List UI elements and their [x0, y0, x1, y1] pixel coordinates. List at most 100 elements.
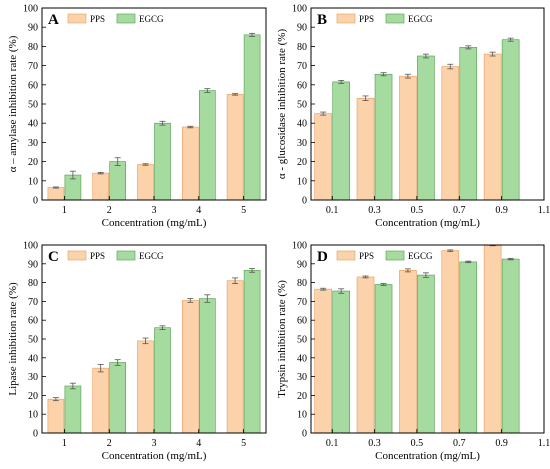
bar-egcg-0: [64, 385, 82, 434]
bar-pps-4: [226, 280, 244, 434]
bar-egcg-4: [501, 39, 520, 201]
x-tick-label: 3: [152, 205, 157, 216]
legend-swatch-egcg: [116, 250, 136, 261]
y-tick-label: 80: [28, 42, 38, 53]
legend-label-egcg: EGCG: [139, 251, 164, 261]
error-bar-pps-3: [447, 63, 454, 70]
y-tick-label: 50: [28, 335, 38, 346]
error-bar-pps-4: [232, 93, 239, 96]
y-tick-label: 90: [28, 259, 38, 270]
error-bar-egcg-2: [159, 325, 166, 331]
y-tick-label: 70: [297, 297, 307, 308]
panel-label: A: [48, 12, 59, 28]
error-bar-pps-1: [97, 363, 104, 373]
bar-egcg-1: [109, 161, 126, 201]
legend-swatch-pps: [336, 13, 356, 24]
chart-panel-a: 0 10 20 30 40 50 60 70 80 90 100 1 2 3 4 5 Concentration…: [7, 4, 267, 229]
x-tick-label: 0.7: [453, 205, 466, 216]
bar-egcg-0: [332, 81, 350, 201]
y-axis-label: α – amylase inhibition rate (%): [7, 35, 19, 172]
error-bar-pps-0: [52, 186, 59, 189]
error-bar-egcg-4: [249, 268, 256, 273]
x-tick-label: 2: [107, 438, 112, 449]
bar-pps-1: [92, 172, 109, 201]
bar-pps-1: [92, 367, 109, 434]
panel-label: D: [317, 249, 328, 265]
y-tick-label: 30: [28, 138, 38, 149]
y-tick-label: 80: [297, 278, 307, 289]
y-axis-label: Lipase inhibition rate (%): [7, 282, 19, 396]
y-tick-label: 0: [302, 429, 307, 440]
x-tick-label: 1.1: [538, 438, 550, 449]
chart-panel-d: 0 10 20 30 40 50 60 70 80 90 100 0.1 0.3 0.5 0.7 0.9 1.1…: [276, 241, 550, 463]
bar-pps-3: [441, 66, 460, 201]
y-tick-label: 20: [297, 157, 307, 168]
y-tick-label: 60: [28, 80, 38, 91]
panel-label: B: [317, 12, 327, 28]
y-tick-label: 10: [297, 410, 307, 421]
y-tick-label: 60: [28, 316, 38, 327]
bar-pps-0: [47, 398, 65, 434]
legend-label-pps: PPS: [359, 251, 374, 261]
error-bar-egcg-2: [159, 120, 166, 126]
bar-egcg-2: [154, 327, 171, 434]
chart-panel-b: 0 10 20 30 40 50 60 70 80 90 100 0.1 0.3 0.5 0.7 0.9 1.1…: [276, 4, 550, 230]
legend-label-egcg: EGCG: [408, 14, 433, 24]
y-tick-label: 20: [28, 391, 38, 402]
y-tick-label: 30: [297, 372, 307, 383]
y-tick-label: 10: [28, 410, 38, 421]
y-tick-label: 10: [28, 176, 38, 187]
legend-label-pps: PPS: [90, 251, 105, 261]
x-tick-label: 3: [152, 438, 157, 449]
x-tick-label: 0.3: [368, 438, 381, 449]
bar-pps-4: [226, 94, 244, 201]
legend: PPS EGCG: [67, 13, 164, 24]
y-tick-label: 50: [297, 335, 307, 346]
legend-label-pps: PPS: [359, 14, 374, 24]
legend-swatch-egcg: [385, 13, 405, 24]
bar-egcg-3: [459, 47, 478, 201]
error-bar-pps-3: [447, 249, 454, 252]
bar-pps-2: [399, 75, 417, 201]
y-tick-label: 80: [297, 42, 307, 53]
y-tick-label: 40: [297, 119, 307, 130]
error-bar-pps-2: [404, 73, 411, 79]
x-axis-label: Concentration (mg/mL): [375, 217, 480, 229]
bar-pps-2: [399, 270, 417, 434]
legend-swatch-pps: [336, 250, 356, 261]
x-tick-label: 0.5: [411, 438, 424, 449]
y-tick-label: 40: [28, 353, 38, 364]
x-axis-label: Concentration (mg/mL): [102, 217, 207, 229]
panel-label: C: [48, 249, 59, 265]
error-bar-egcg-3: [204, 294, 211, 303]
error-bar-egcg-0: [338, 288, 345, 294]
legend-label-egcg: EGCG: [139, 14, 164, 24]
y-tick-label: 30: [28, 372, 38, 383]
x-axis-label: Concentration (mg/mL): [102, 450, 207, 462]
error-bar-pps-2: [404, 268, 411, 273]
error-bar-egcg-0: [69, 170, 76, 180]
x-tick-label: 1: [62, 205, 67, 216]
x-tick-label: 0.1: [326, 205, 339, 216]
error-bar-pps-0: [52, 397, 59, 402]
error-bar-pps-4: [232, 277, 239, 284]
x-tick-label: 0.9: [495, 438, 508, 449]
y-tick-label: 70: [28, 297, 38, 308]
legend-swatch-pps: [67, 13, 87, 24]
error-bar-egcg-4: [249, 32, 256, 37]
chart-panel-c: 0 10 20 30 40 50 60 70 80 90 100 1 2 3 4 5 Concentration…: [7, 241, 267, 462]
y-tick-label: 0: [302, 196, 307, 207]
y-tick-label: 10: [297, 176, 307, 187]
y-axis-label: Trypsin inhibition rate (%): [276, 280, 288, 398]
y-tick-label: 50: [28, 100, 38, 111]
bar-egcg-4: [501, 258, 520, 434]
error-bar-egcg-1: [114, 359, 121, 366]
error-bar-egcg-1: [114, 157, 121, 166]
bar-egcg-4: [243, 270, 261, 434]
y-tick-label: 50: [297, 100, 307, 111]
y-tick-label: 20: [297, 391, 307, 402]
error-bar-egcg-2: [422, 53, 429, 59]
bar-egcg-2: [417, 274, 435, 434]
bar-egcg-1: [109, 362, 126, 434]
